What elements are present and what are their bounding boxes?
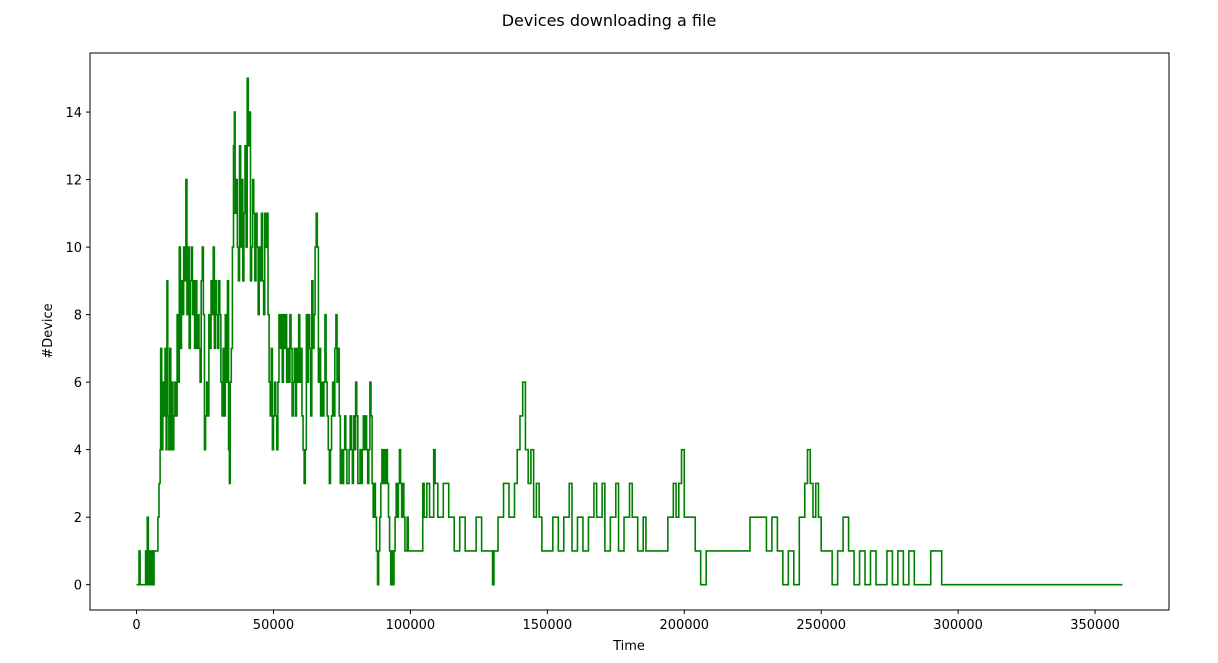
x-axis: 0 50000 100000 150000 200000 250000 300000 3500… [132,610,1120,633]
y-tick-label: 12 [65,174,82,189]
y-tick-label: 8 [74,309,82,324]
x-tick-label: 250000 [796,618,846,633]
y-tick-label: 6 [74,376,82,391]
y-tick-label: 2 [74,511,82,526]
x-axis-title: Time [612,639,645,654]
y-tick-label: 14 [65,106,82,121]
x-tick-label: 300000 [933,618,983,633]
x-tick-label: 0 [132,618,140,633]
chart-title: Devices downloading a file [502,11,717,30]
plot-frame [89,52,1170,611]
y-axis-title: #Device [41,303,56,358]
x-tick-label: 50000 [253,618,294,633]
x-tick-label: 350000 [1070,618,1120,633]
y-axis: 0 2 4 6 8 10 12 14 [65,106,90,594]
y-tick-label: 4 [74,444,82,459]
x-tick-label: 200000 [659,618,709,633]
x-tick-label: 150000 [523,618,573,633]
plot-area [89,52,1170,611]
y-tick-label: 0 [74,579,82,594]
x-tick-label: 100000 [386,618,436,633]
series-line-0 [136,77,1123,586]
y-tick-label: 10 [65,241,82,256]
